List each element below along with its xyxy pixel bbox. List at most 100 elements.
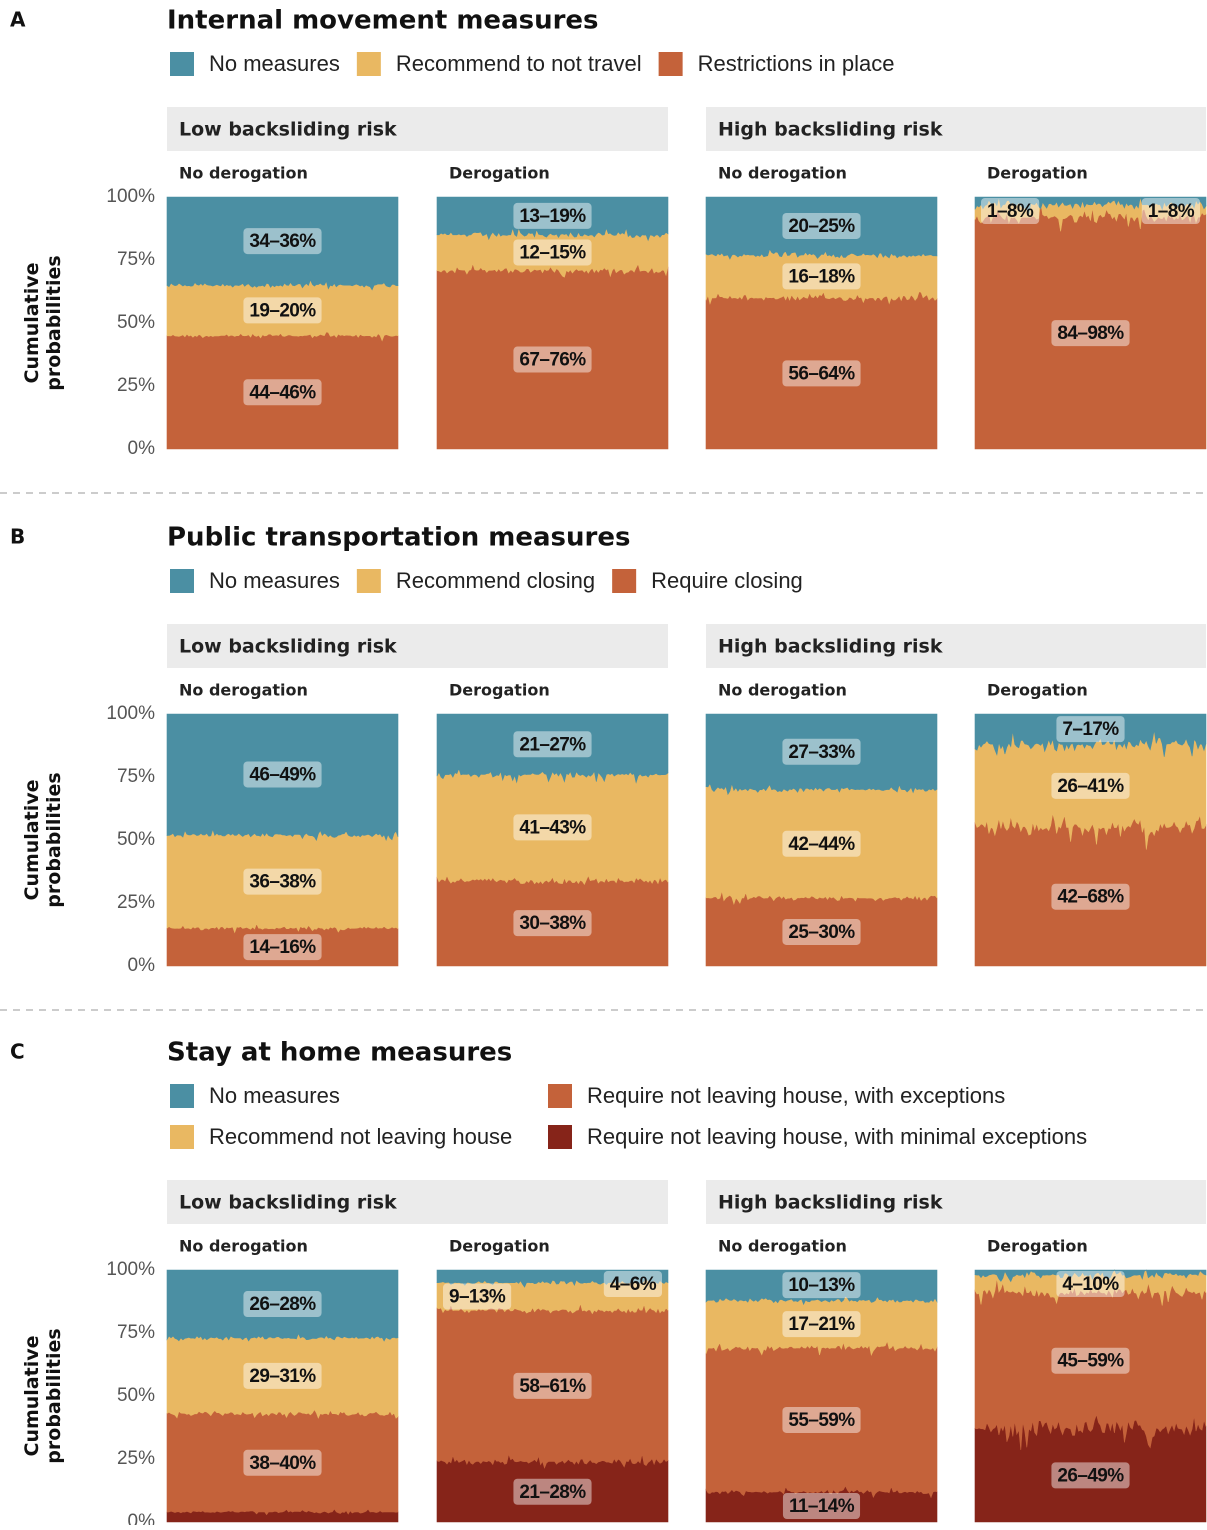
value-label-box (513, 346, 592, 373)
value-label: 26–28% (243, 1291, 322, 1318)
value-label-text: 42–68% (1057, 887, 1124, 908)
value-label-box (1051, 320, 1130, 347)
value-label-box (513, 239, 592, 266)
value-label-text: 34–36% (249, 231, 316, 252)
value-label: 44–46% (243, 379, 322, 406)
value-label-text: 1–8% (1148, 201, 1195, 222)
y-tick-label: 0% (128, 1511, 156, 1525)
panel-label: B (10, 525, 25, 549)
value-label-text: 27–33% (788, 742, 855, 763)
value-label: 55–59% (782, 1406, 861, 1433)
legend-label: Recommend not leaving house (209, 1124, 512, 1149)
area-band (974, 196, 1207, 216)
value-label-box (513, 1372, 592, 1399)
strip-label: Low backsliding risk (179, 119, 397, 141)
area-band (705, 713, 938, 796)
legend-label: No measures (209, 1083, 340, 1108)
value-label-text: 55–59% (788, 1410, 855, 1431)
value-label-box (603, 1271, 662, 1297)
value-label: 26–41% (1051, 772, 1130, 799)
value-label: 84–98% (1051, 320, 1130, 347)
value-label-text: 38–40% (249, 1453, 316, 1474)
value-label-box (243, 1362, 322, 1389)
value-label: 4–6% (603, 1271, 662, 1297)
value-label-box (513, 814, 592, 841)
strip-label: High backsliding risk (718, 636, 943, 658)
y-tick-label: 100% (106, 186, 155, 207)
value-label-box (782, 1493, 861, 1519)
legend-swatch (356, 569, 381, 593)
y-tick-label: 100% (106, 703, 155, 724)
value-label: 9–13% (443, 1283, 512, 1310)
y-axis-label-line: Cumulative (21, 1336, 43, 1457)
value-label-text: 26–28% (249, 1294, 316, 1315)
value-label: 67–76% (513, 346, 592, 373)
value-label-box (513, 731, 592, 758)
facet-label: No derogation (718, 1237, 847, 1256)
value-label-box (1051, 1462, 1130, 1489)
value-label: 58–61% (513, 1372, 592, 1399)
value-label-text: 84–98% (1057, 323, 1124, 344)
value-label-box (1051, 1347, 1130, 1374)
value-label-text: 41–43% (519, 817, 586, 838)
value-label: 10–13% (782, 1272, 861, 1299)
value-label: 25–30% (782, 918, 861, 945)
value-label-text: 10–13% (788, 1275, 855, 1296)
legend-swatch (548, 1084, 572, 1108)
y-axis-label-line: Cumulative (21, 780, 43, 901)
value-label: 42–44% (782, 830, 861, 857)
y-tick-label: 25% (117, 892, 155, 913)
value-label-text: 11–14% (789, 1496, 855, 1517)
legend-swatch (356, 52, 381, 76)
strip-bg (706, 1180, 1206, 1224)
area-band (705, 196, 938, 260)
value-label: 7–17% (1056, 716, 1125, 743)
area-band (166, 713, 399, 842)
legend-label: No measures (209, 51, 340, 76)
value-label-box (782, 212, 861, 239)
strip-bg (167, 624, 668, 668)
facet-label: No derogation (179, 681, 308, 700)
panel-label: C (10, 1040, 25, 1064)
legend-label: Recommend closing (396, 568, 595, 593)
value-label-box (513, 202, 592, 229)
value-label-text: 30–38% (519, 913, 586, 934)
value-label-box (782, 1272, 861, 1299)
value-label: 45–59% (1051, 1347, 1130, 1374)
y-tick-label: 0% (128, 438, 156, 459)
value-label-text: 9–13% (449, 1286, 506, 1307)
y-axis-label: Cumulativeprobabilities (21, 1328, 65, 1463)
y-axis-label-line: Cumulative (21, 263, 43, 384)
value-label-box (1141, 198, 1200, 224)
value-label-box (782, 1311, 861, 1338)
value-label-text: 19–20% (249, 300, 316, 321)
value-label-text: 26–49% (1057, 1465, 1124, 1486)
legend-swatch (170, 52, 194, 76)
legend-swatch (170, 569, 194, 593)
value-label: 1–8% (1141, 198, 1200, 224)
value-label-text: 25–30% (788, 922, 855, 943)
strip-bg (167, 1180, 668, 1224)
value-label: 41–43% (513, 814, 592, 841)
y-tick-label: 25% (117, 1448, 155, 1469)
value-label: 16–18% (782, 263, 861, 290)
value-label-text: 14–16% (249, 937, 316, 958)
y-axis-label: Cumulativeprobabilities (21, 772, 65, 907)
legend-swatch (170, 1084, 194, 1108)
value-label-box (1051, 772, 1130, 799)
strip-bg (167, 107, 668, 151)
value-label-box (981, 198, 1040, 224)
area-band (436, 713, 669, 784)
value-label-text: 58–61% (519, 1376, 586, 1397)
value-label-box (443, 1283, 512, 1310)
y-axis-label: Cumulativeprobabilities (21, 255, 65, 390)
panel-label: A (10, 8, 26, 32)
value-label-text: 45–59% (1057, 1351, 1124, 1372)
y-tick-label: 50% (117, 829, 155, 850)
value-label-text: 21–28% (519, 1482, 586, 1503)
value-label-text: 16–18% (788, 266, 855, 287)
y-tick-label: 50% (117, 1385, 155, 1406)
value-label-text: 29–31% (249, 1366, 316, 1387)
value-label: 11–14% (782, 1493, 861, 1519)
